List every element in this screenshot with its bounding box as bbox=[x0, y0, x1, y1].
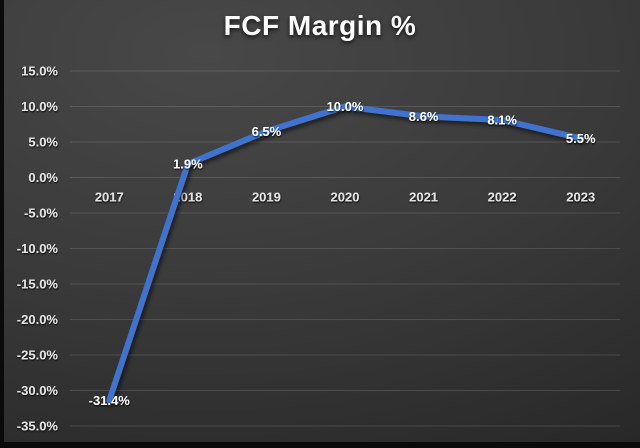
gridlines bbox=[70, 70, 620, 427]
data-label: 1.9% bbox=[173, 157, 203, 172]
y-tick-label: 0.0% bbox=[28, 170, 58, 185]
series-line bbox=[106, 103, 584, 404]
data-label: -31.4% bbox=[89, 393, 131, 408]
data-label: 8.6% bbox=[409, 109, 439, 124]
x-tick-label: 2020 bbox=[331, 190, 360, 205]
data-labels: -31.4% 1.9% 6.5% 10.0% 8.6% 8.1% 5.5% bbox=[89, 99, 596, 408]
x-tick-label: 2021 bbox=[409, 190, 438, 205]
y-tick-label: -5.0% bbox=[24, 206, 58, 221]
x-tick-label: 2017 bbox=[95, 190, 124, 205]
y-tick-label: -25.0% bbox=[17, 348, 59, 363]
y-tick-label: 15.0% bbox=[21, 64, 58, 79]
y-axis-labels: 15.0% 10.0% 5.0% 0.0% -5.0% -10.0% -15.0% -20.0… bbox=[17, 64, 59, 434]
data-label: 10.0% bbox=[327, 99, 364, 114]
x-tick-label: 2023 bbox=[566, 190, 595, 205]
data-label: 6.5% bbox=[252, 124, 282, 139]
y-tick-label: -20.0% bbox=[17, 312, 59, 327]
y-tick-label: -10.0% bbox=[17, 241, 59, 256]
data-label: 8.1% bbox=[487, 112, 517, 127]
series bbox=[106, 103, 584, 404]
y-tick-label: -15.0% bbox=[17, 277, 59, 292]
bottom-border bbox=[0, 442, 640, 448]
x-axis-labels: 2017 2018 2019 2020 2021 2022 2023 bbox=[95, 190, 595, 205]
y-tick-label: -30.0% bbox=[17, 383, 59, 398]
y-tick-label: 10.0% bbox=[21, 99, 58, 114]
data-label: 5.5% bbox=[566, 131, 596, 146]
x-tick-label: 2019 bbox=[252, 190, 281, 205]
y-tick-label: -35.0% bbox=[17, 419, 59, 434]
chart-title: FCF Margin % bbox=[223, 10, 417, 41]
left-border bbox=[0, 0, 4, 448]
y-tick-label: 5.0% bbox=[28, 135, 58, 150]
x-tick-label: 2022 bbox=[488, 190, 517, 205]
